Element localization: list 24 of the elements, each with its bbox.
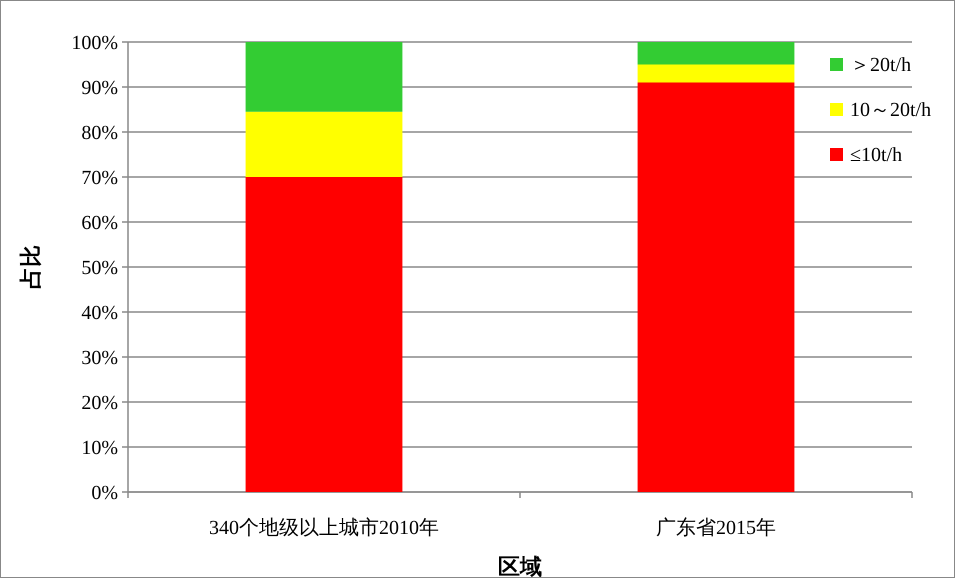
bar [246, 177, 402, 492]
x-axis-title: 区域 [498, 554, 542, 578]
x-tick-label: 340个地级以上城市2010年 [209, 517, 439, 539]
y-tick-label: 0% [91, 482, 118, 504]
y-tick-label: 30% [81, 347, 118, 369]
legend-label: ＞20t/h [850, 54, 912, 76]
y-tick-label: 40% [81, 302, 118, 324]
y-tick-label: 50% [81, 257, 118, 279]
y-tick-label: 60% [81, 212, 118, 234]
bar [246, 42, 402, 112]
bar [638, 42, 794, 64]
bar [638, 64, 794, 82]
x-tick-label: 广东省2015年 [656, 517, 776, 539]
y-tick-label: 20% [81, 392, 118, 414]
y-tick-label: 70% [81, 167, 118, 189]
legend-label: ≤10t/h [850, 144, 902, 166]
y-tick-label: 100% [71, 32, 118, 54]
y-tick-label: 90% [81, 77, 118, 99]
y-tick-label: 10% [81, 437, 118, 459]
y-tick-label: 80% [81, 122, 118, 144]
bar [638, 82, 794, 492]
y-axis-title: 占比 [18, 245, 43, 289]
bar [246, 112, 402, 177]
legend-label: 10～20t/h [850, 99, 932, 121]
